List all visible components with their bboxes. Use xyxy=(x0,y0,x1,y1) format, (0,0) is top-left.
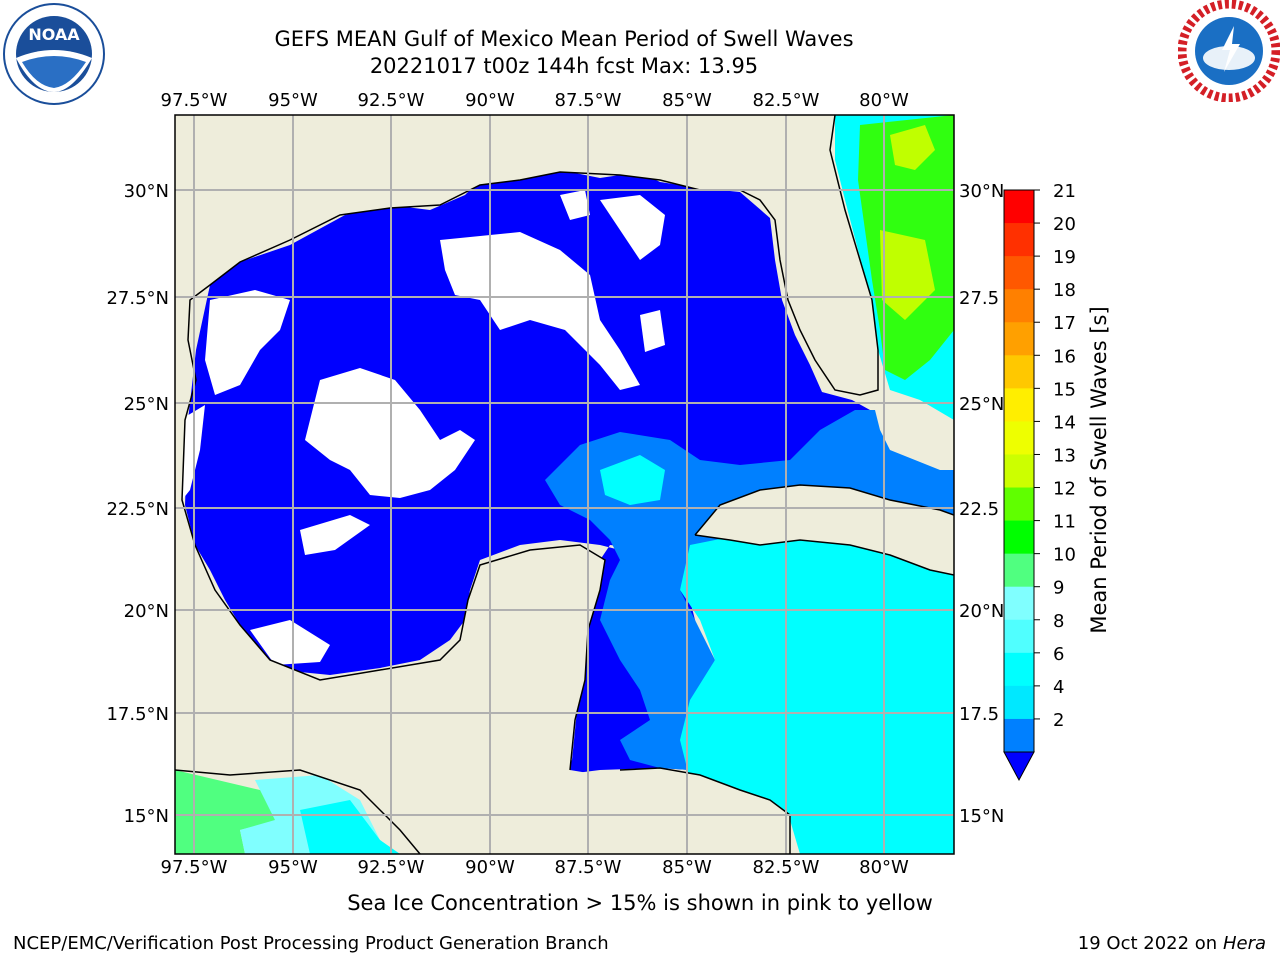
lon-tick-label-bottom: 87.5°W xyxy=(555,857,622,878)
colorbar-tick-label: 16 xyxy=(1053,346,1076,367)
noaa-logo-text: NOAA xyxy=(28,25,80,44)
colorbar-segment xyxy=(1004,586,1034,621)
no-data-patch xyxy=(180,405,205,500)
colorbar-tick-label: 4 xyxy=(1053,677,1064,698)
colorbar-segment xyxy=(1004,289,1034,323)
machine-name: Hera xyxy=(1222,933,1266,954)
noaa-logo-icon: NOAA xyxy=(3,3,105,105)
colorbar: 21 20 19 18 17 16 15 14 13 12 11 10 9 8 6 4 2 xyxy=(1003,181,1076,782)
swell-12-14-region xyxy=(890,125,935,170)
lat-tick-label-left: 15°N xyxy=(124,806,169,827)
no-data-patch xyxy=(205,290,290,395)
colorbar-tick-label: 15 xyxy=(1053,379,1076,400)
lon-tick-label-top: 82.5°W xyxy=(753,90,820,111)
no-data-patch xyxy=(640,310,665,352)
colorbar-segment xyxy=(1004,256,1034,290)
colorbar-segment xyxy=(1004,487,1034,522)
lon-tick-label-bottom: 92.5°W xyxy=(358,857,425,878)
colorbar-tick-label: 14 xyxy=(1053,412,1076,433)
nws-logo-icon xyxy=(1178,0,1280,102)
colorbar-tick-label: 20 xyxy=(1053,214,1076,235)
lon-tick-label-top: 87.5°W xyxy=(555,90,622,111)
credit-line: NCEP/EMC/Verification Post Processing Pr… xyxy=(13,933,609,954)
date-text: 19 Oct 2022 on xyxy=(1077,933,1223,954)
no-data-patch xyxy=(300,515,370,555)
lat-tick-label-left: 22.5°N xyxy=(106,499,169,520)
lon-tick-label-top: 80°W xyxy=(859,90,909,111)
sea-ice-note: Sea Ice Concentration > 15% is shown in … xyxy=(347,891,933,915)
colorbar-tick-label: 17 xyxy=(1053,313,1076,334)
map-title: GEFS MEAN Gulf of Mexico Mean Period of … xyxy=(274,27,854,51)
lat-tick-label-right: 17.5 xyxy=(959,704,999,725)
colorbar-tick-label: 19 xyxy=(1053,247,1076,268)
colorbar-segment xyxy=(1004,685,1034,720)
colorbar-tick-label: 10 xyxy=(1053,545,1076,566)
map-frame xyxy=(174,114,955,855)
colorbar-frame xyxy=(1003,189,1035,753)
colorbar-segment xyxy=(1004,619,1034,654)
lon-tick-label-top: 95°W xyxy=(268,90,318,111)
lat-tick-label-right: 20°N xyxy=(959,601,1004,622)
lon-tick-label-top: 92.5°W xyxy=(358,90,425,111)
lat-tick-label-right: 27.5 xyxy=(959,288,999,309)
lon-tick-label-top: 97.5°W xyxy=(161,90,228,111)
colorbar-tick-label: 18 xyxy=(1053,280,1076,301)
colorbar-segment xyxy=(1004,652,1034,687)
lon-tick-label-bottom: 82.5°W xyxy=(753,857,820,878)
colorbar-segment xyxy=(1004,718,1034,753)
lat-tick-label-left: 30°N xyxy=(124,181,169,202)
lat-tick-label-right: 25°N xyxy=(959,394,1004,415)
us-gulf-coast-landmass xyxy=(175,115,878,395)
colorbar-segment xyxy=(1004,421,1034,455)
colorbar-tick-label: 6 xyxy=(1053,644,1064,665)
colorbar-tick-label: 2 xyxy=(1053,710,1064,731)
lon-tick-label-bottom: 90°W xyxy=(465,857,515,878)
central-america-landmass xyxy=(620,768,790,854)
gulf-swell-field xyxy=(185,170,876,775)
lat-tick-label-left: 25°N xyxy=(124,394,169,415)
colorbar-tick-label: 21 xyxy=(1053,181,1076,202)
lon-tick-label-bottom: 95°W xyxy=(268,857,318,878)
colorbar-tick-label: 8 xyxy=(1053,611,1064,632)
colorbar-tick-label: 9 xyxy=(1053,578,1064,599)
lat-tick-label-left: 17.5°N xyxy=(106,704,169,725)
colorbar-label: Mean Period of Swell Waves [s] xyxy=(1087,306,1111,633)
colorbar-segment xyxy=(1004,454,1034,489)
colorbar-tick-label: 13 xyxy=(1053,445,1076,466)
lat-tick-label-right: 22.5 xyxy=(959,499,999,520)
colorbar-segment xyxy=(1004,520,1034,555)
no-data-patch xyxy=(250,620,330,665)
colorbar-tick-label: 12 xyxy=(1053,479,1076,500)
lon-tick-label-top: 90°W xyxy=(465,90,515,111)
swell-6-8-region xyxy=(300,800,400,854)
colorbar-segment xyxy=(1004,355,1034,389)
map-subtitle: 20221017 t00z 144h fcst Max: 13.95 xyxy=(369,54,759,78)
lat-tick-label-right: 15°N xyxy=(959,806,1004,827)
colorbar-tick-label: 11 xyxy=(1053,512,1076,533)
colorbar-segment xyxy=(1004,388,1034,422)
lon-tick-label-bottom: 97.5°W xyxy=(161,857,228,878)
colorbar-segment xyxy=(1004,322,1034,356)
swell-9-10-region xyxy=(175,770,300,854)
lat-tick-label-left: 27.5°N xyxy=(106,288,169,309)
colorbar-segment xyxy=(1004,553,1034,588)
lon-tick-label-bottom: 85°W xyxy=(662,857,712,878)
lat-tick-label-left: 20°N xyxy=(124,601,169,622)
colorbar-segment xyxy=(1004,190,1034,224)
no-data-patch xyxy=(600,195,665,260)
lon-tick-label-top: 85°W xyxy=(662,90,712,111)
colorbar-segment xyxy=(1004,223,1034,257)
swell-6-8-region xyxy=(600,455,665,505)
no-data-patch xyxy=(560,190,590,220)
lat-tick-label-right: 30°N xyxy=(959,181,1004,202)
date-line: 19 Oct 2022 on Hera xyxy=(1078,933,1266,954)
colorbar-extend-arrow xyxy=(1003,751,1035,782)
lon-tick-label-bottom: 80°W xyxy=(859,857,909,878)
